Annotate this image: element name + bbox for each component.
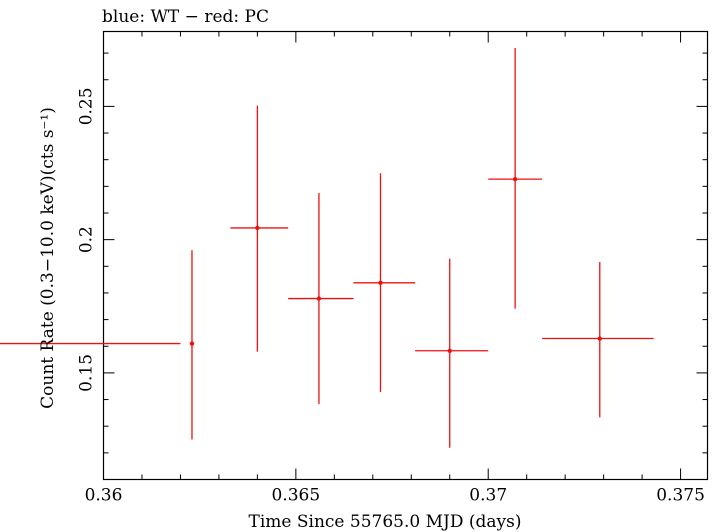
y-tick-label: 0.25	[77, 87, 97, 125]
data-point-marker	[447, 348, 452, 353]
data-point-marker	[316, 296, 322, 301]
x-tick-label: 0.365	[272, 486, 321, 506]
x-tick-label: 0.375	[656, 486, 705, 506]
data-point-4	[353, 173, 416, 393]
data-point-5	[415, 258, 489, 448]
data-point-7	[542, 262, 654, 418]
data-point-1	[0, 250, 195, 440]
x-tick-label: 0.37	[469, 486, 507, 506]
data-point-marker	[512, 176, 518, 182]
x-axis-ticks: 0.36 0.365 0.37 0.375	[85, 31, 705, 506]
y-tick-label: 0.2	[77, 226, 97, 253]
data-points	[0, 48, 654, 448]
plot-frame	[102, 30, 709, 481]
data-point-marker	[255, 225, 260, 231]
y-tick-label: 0.15	[77, 354, 97, 392]
y-axis-ticks: 0.15 0.2 0.25	[77, 52, 708, 454]
data-point-marker	[597, 336, 602, 341]
chart-title: blue: WT − red: PC	[102, 7, 269, 27]
x-tick-label: 0.36	[85, 486, 123, 506]
y-axis-label: Count Rate (0.3−10.0 keV)(cts s⁻¹)	[38, 107, 58, 409]
data-point-marker	[378, 280, 383, 286]
x-axis-label: Time Since 55765.0 MJD (days)	[249, 512, 522, 532]
data-point-marker	[189, 341, 195, 346]
data-point-2	[230, 105, 289, 352]
data-point-3	[288, 193, 354, 405]
data-point-6	[488, 48, 543, 309]
